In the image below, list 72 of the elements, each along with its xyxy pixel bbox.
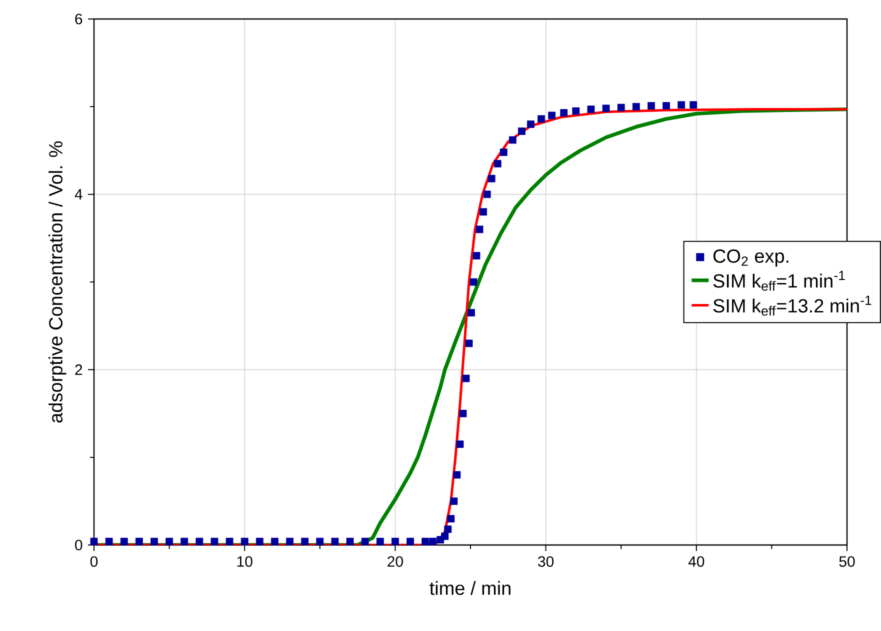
- point: [456, 440, 464, 448]
- point: [572, 107, 580, 115]
- y-tick-label: 4: [74, 189, 82, 200]
- point: [472, 252, 480, 260]
- point: [548, 112, 556, 120]
- point: [465, 340, 473, 348]
- point: [166, 538, 173, 546]
- point: [527, 120, 534, 128]
- y-axis-title: adsorptive Concentration / Vol. %: [48, 141, 66, 423]
- point: [468, 308, 475, 316]
- point: [459, 410, 467, 418]
- point: [90, 538, 98, 546]
- y-tick-label: 0: [75, 540, 82, 550]
- point: [429, 538, 437, 546]
- x-tick-label: 10: [237, 556, 252, 567]
- point: [690, 101, 698, 109]
- point: [632, 102, 640, 110]
- point: [376, 538, 384, 546]
- x-tick-label: 30: [538, 556, 554, 567]
- point: [488, 174, 496, 182]
- point: [105, 538, 113, 546]
- x-tick-label: 20: [388, 556, 403, 567]
- point: [346, 538, 354, 546]
- point: [441, 532, 449, 540]
- legend-label: SIM k$_{eff}$=13.2 min$^{-1}$: [713, 296, 872, 316]
- point: [226, 538, 234, 546]
- x-tick-label: 0: [90, 556, 98, 567]
- point: [480, 208, 488, 216]
- point: [120, 538, 128, 546]
- point: [256, 538, 264, 546]
- point: [587, 106, 595, 113]
- point: [648, 102, 655, 110]
- point: [470, 278, 478, 286]
- point: [271, 538, 278, 546]
- legend-label: CO$_{2}$ exp.: [713, 249, 788, 267]
- point: [240, 538, 248, 546]
- point: [331, 538, 339, 546]
- point: [538, 115, 545, 123]
- point: [210, 538, 218, 546]
- x-tick-label: 50: [839, 556, 855, 567]
- point: [135, 538, 143, 546]
- point: [494, 160, 502, 168]
- point: [462, 374, 470, 382]
- point: [447, 515, 455, 522]
- point: [560, 109, 568, 117]
- point: [662, 102, 670, 110]
- point: [392, 538, 399, 546]
- point: [508, 136, 516, 144]
- point: [286, 538, 294, 546]
- point: [678, 101, 686, 109]
- point: [450, 497, 458, 505]
- point: [406, 538, 414, 546]
- point: [602, 104, 610, 112]
- x-tick-label: 40: [688, 556, 704, 567]
- legend-label: SIM k$_{eff}$=1 min$^{-1}$: [713, 270, 845, 291]
- point: [453, 471, 461, 479]
- x-axis-title: time / min: [430, 581, 510, 595]
- y-tick-label: 2: [75, 364, 82, 375]
- point: [316, 538, 324, 546]
- point: [518, 128, 526, 135]
- point: [301, 538, 309, 546]
- point: [500, 148, 508, 156]
- point: [150, 538, 158, 546]
- point: [196, 538, 204, 546]
- point: [444, 526, 452, 533]
- point: [361, 538, 369, 546]
- point: [422, 538, 430, 546]
- point: [483, 190, 491, 198]
- point: [617, 104, 625, 112]
- point: [180, 538, 188, 546]
- point: [476, 226, 484, 234]
- y-tick-label: 6: [75, 14, 82, 24]
